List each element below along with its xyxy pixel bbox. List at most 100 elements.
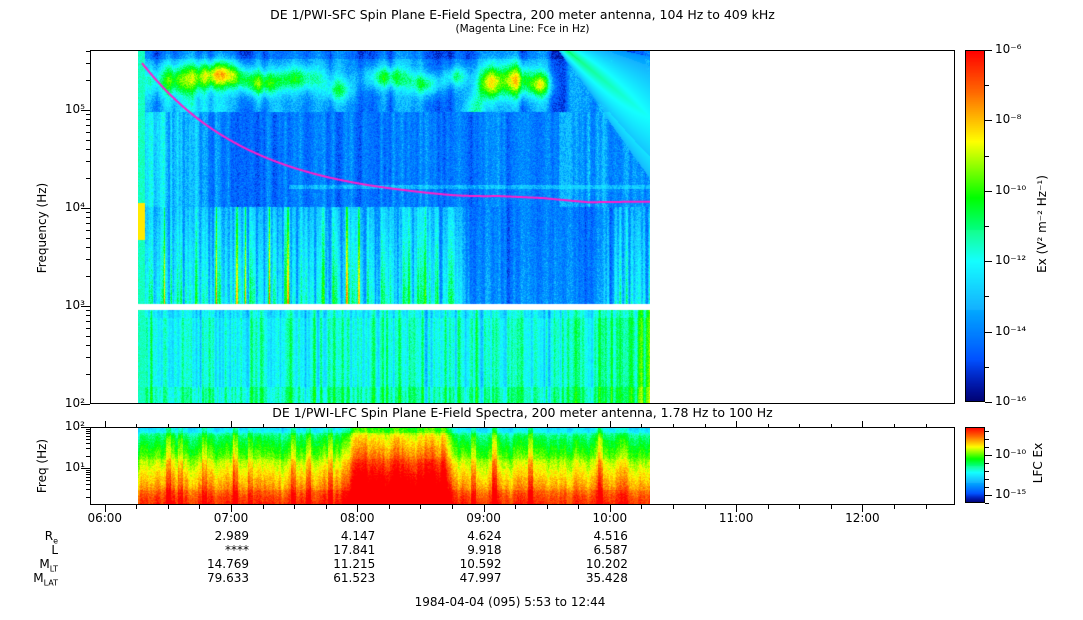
lfc-ytick-minor <box>86 455 90 457</box>
date-range-footer: 1984-04-04 (095) 5:53 to 12:44 <box>414 595 606 609</box>
time-tick-minor <box>799 505 801 509</box>
sfc-ytick-minor <box>86 237 90 239</box>
lfc-spectrogram-panel <box>90 427 955 505</box>
lfc-y-axis-label: Freq (Hz) <box>35 438 49 494</box>
time-tick-minor-top <box>325 424 327 427</box>
eph-value: 17.841 <box>333 543 376 557</box>
lfc-colorbar-tick-minor <box>985 439 989 440</box>
eph-value: 2.989 <box>214 529 249 543</box>
sfc-colorbar-tick-minor <box>985 226 989 227</box>
sfc-colorbar-label: Ex (V² m⁻² Hz⁻¹) <box>1035 175 1049 273</box>
eph-value: **** <box>225 543 249 557</box>
lfc-ytick-minor <box>86 428 90 430</box>
sfc-colorbar-tick-minor <box>985 296 989 298</box>
sfc-ytick-minor <box>86 178 90 180</box>
sfc-colorbar-tick-label: 10⁻¹⁰ <box>995 182 1027 197</box>
lfc-spectrogram <box>138 427 650 505</box>
lfc-ytick-label: 10¹ <box>64 460 85 474</box>
sfc-colorbar-tick-major <box>985 120 992 122</box>
lfc-colorbar-tick-minor <box>985 431 989 432</box>
eph-row-label-sub: LT <box>49 564 58 574</box>
time-tick-minor-top <box>167 424 169 427</box>
eph-value: 11.215 <box>333 557 376 571</box>
lfc-colorbar-tick-major <box>985 455 992 456</box>
lfc-ytick-minor <box>86 489 90 491</box>
sfc-colorbar-tick-major <box>985 190 992 192</box>
time-tick-minor <box>578 505 580 509</box>
time-tick-minor <box>388 505 390 509</box>
lfc-colorbar-label: LFC Ex <box>1031 442 1045 484</box>
lfc-ytick-minor <box>86 430 90 432</box>
sfc-colorbar-tick-label: 10⁻⁶ <box>995 42 1022 56</box>
lfc-colorbar-tick-minor <box>985 479 989 480</box>
time-tick-minor <box>262 505 264 509</box>
time-tick-minor <box>546 505 548 509</box>
time-tick-minor-top <box>294 424 296 427</box>
sfc-colorbar-tick-minor <box>985 85 989 87</box>
eph-value: 4.516 <box>593 529 628 543</box>
time-tick-minor-top <box>704 424 706 427</box>
time-label: 09:00 <box>466 511 501 525</box>
time-tick-minor <box>704 505 706 509</box>
sfc-ytick-minor <box>86 276 90 278</box>
lfc-ytick-major <box>81 427 90 428</box>
lfc-colorbar-tick-minor <box>985 471 989 472</box>
sfc-ytick-major <box>81 306 90 307</box>
time-tick-minor-top <box>799 424 801 427</box>
eph-row-label: L <box>51 543 58 557</box>
lfc-colorbar-tick-label: 10⁻¹⁰ <box>995 447 1027 461</box>
lfc-colorbar-tick-major <box>985 495 992 496</box>
eph-row-label: MLT <box>39 557 58 574</box>
sfc-colorbar-tick-minor <box>985 366 989 368</box>
time-tick-minor <box>167 505 169 509</box>
sfc-ytick-minor <box>86 50 90 52</box>
time-tick-minor-top <box>136 424 138 427</box>
sfc-ytick-minor <box>86 374 90 376</box>
eph-value: 79.633 <box>207 571 249 585</box>
lfc-ytick-minor <box>86 469 90 471</box>
lfc-ytick-minor <box>86 439 90 441</box>
sfc-ytick-label: 10⁵ <box>64 102 85 116</box>
sfc-colorbar <box>965 50 985 402</box>
sfc-ytick-major <box>81 110 90 111</box>
time-tick-major <box>231 505 232 512</box>
lfc-colorbar-tick-minor <box>985 487 989 488</box>
time-label: 07:00 <box>213 511 249 525</box>
time-tick-major-top <box>104 421 106 427</box>
sfc-ytick-label: 10⁴ <box>64 200 85 214</box>
sfc-ytick-minor <box>86 148 90 150</box>
lfc-ytick-minor <box>86 474 90 476</box>
time-tick-minor <box>199 505 201 509</box>
sfc-colorbar-tick-major <box>985 331 992 333</box>
sfc-ytick-major <box>81 404 90 405</box>
eph-row-label: Re <box>44 529 58 546</box>
sfc-colorbar-tick-label: 10⁻⁸ <box>995 112 1022 127</box>
sfc-ytick-minor <box>86 223 90 225</box>
lfc-ytick-minor <box>86 471 90 473</box>
time-label: 10:00 <box>592 511 628 525</box>
sfc-subtitle: (Magenta Line: Fce in Hz) <box>455 23 590 35</box>
lfc-ytick-minor <box>86 477 90 479</box>
sfc-ytick-minor <box>86 357 90 359</box>
time-tick-minor-top <box>578 424 580 427</box>
sfc-colorbar-tick-major <box>985 261 992 263</box>
eph-value: 4.624 <box>467 529 502 543</box>
time-tick-minor <box>451 505 453 509</box>
time-tick-minor-top <box>262 424 264 427</box>
time-tick-minor-top <box>420 424 422 427</box>
time-tick-minor <box>893 505 895 509</box>
sfc-title: DE 1/PWI-SFC Spin Plane E-Field Spectra,… <box>270 7 775 22</box>
time-tick-minor-top <box>515 424 517 427</box>
sfc-colorbar-tick-label: 10⁻¹⁶ <box>995 394 1027 408</box>
time-tick-minor <box>830 505 832 509</box>
eph-value: 4.147 <box>340 529 376 543</box>
time-tick-minor-top <box>925 424 927 427</box>
time-tick-minor <box>294 505 296 509</box>
time-tick-minor <box>925 505 927 509</box>
lfc-ytick-minor <box>86 436 90 438</box>
time-tick-minor <box>515 505 517 509</box>
sfc-colorbar-tick-label: 10⁻¹⁴ <box>995 323 1027 338</box>
sfc-ytick-label: 10³ <box>64 298 85 312</box>
sfc-ytick-minor <box>86 217 90 219</box>
